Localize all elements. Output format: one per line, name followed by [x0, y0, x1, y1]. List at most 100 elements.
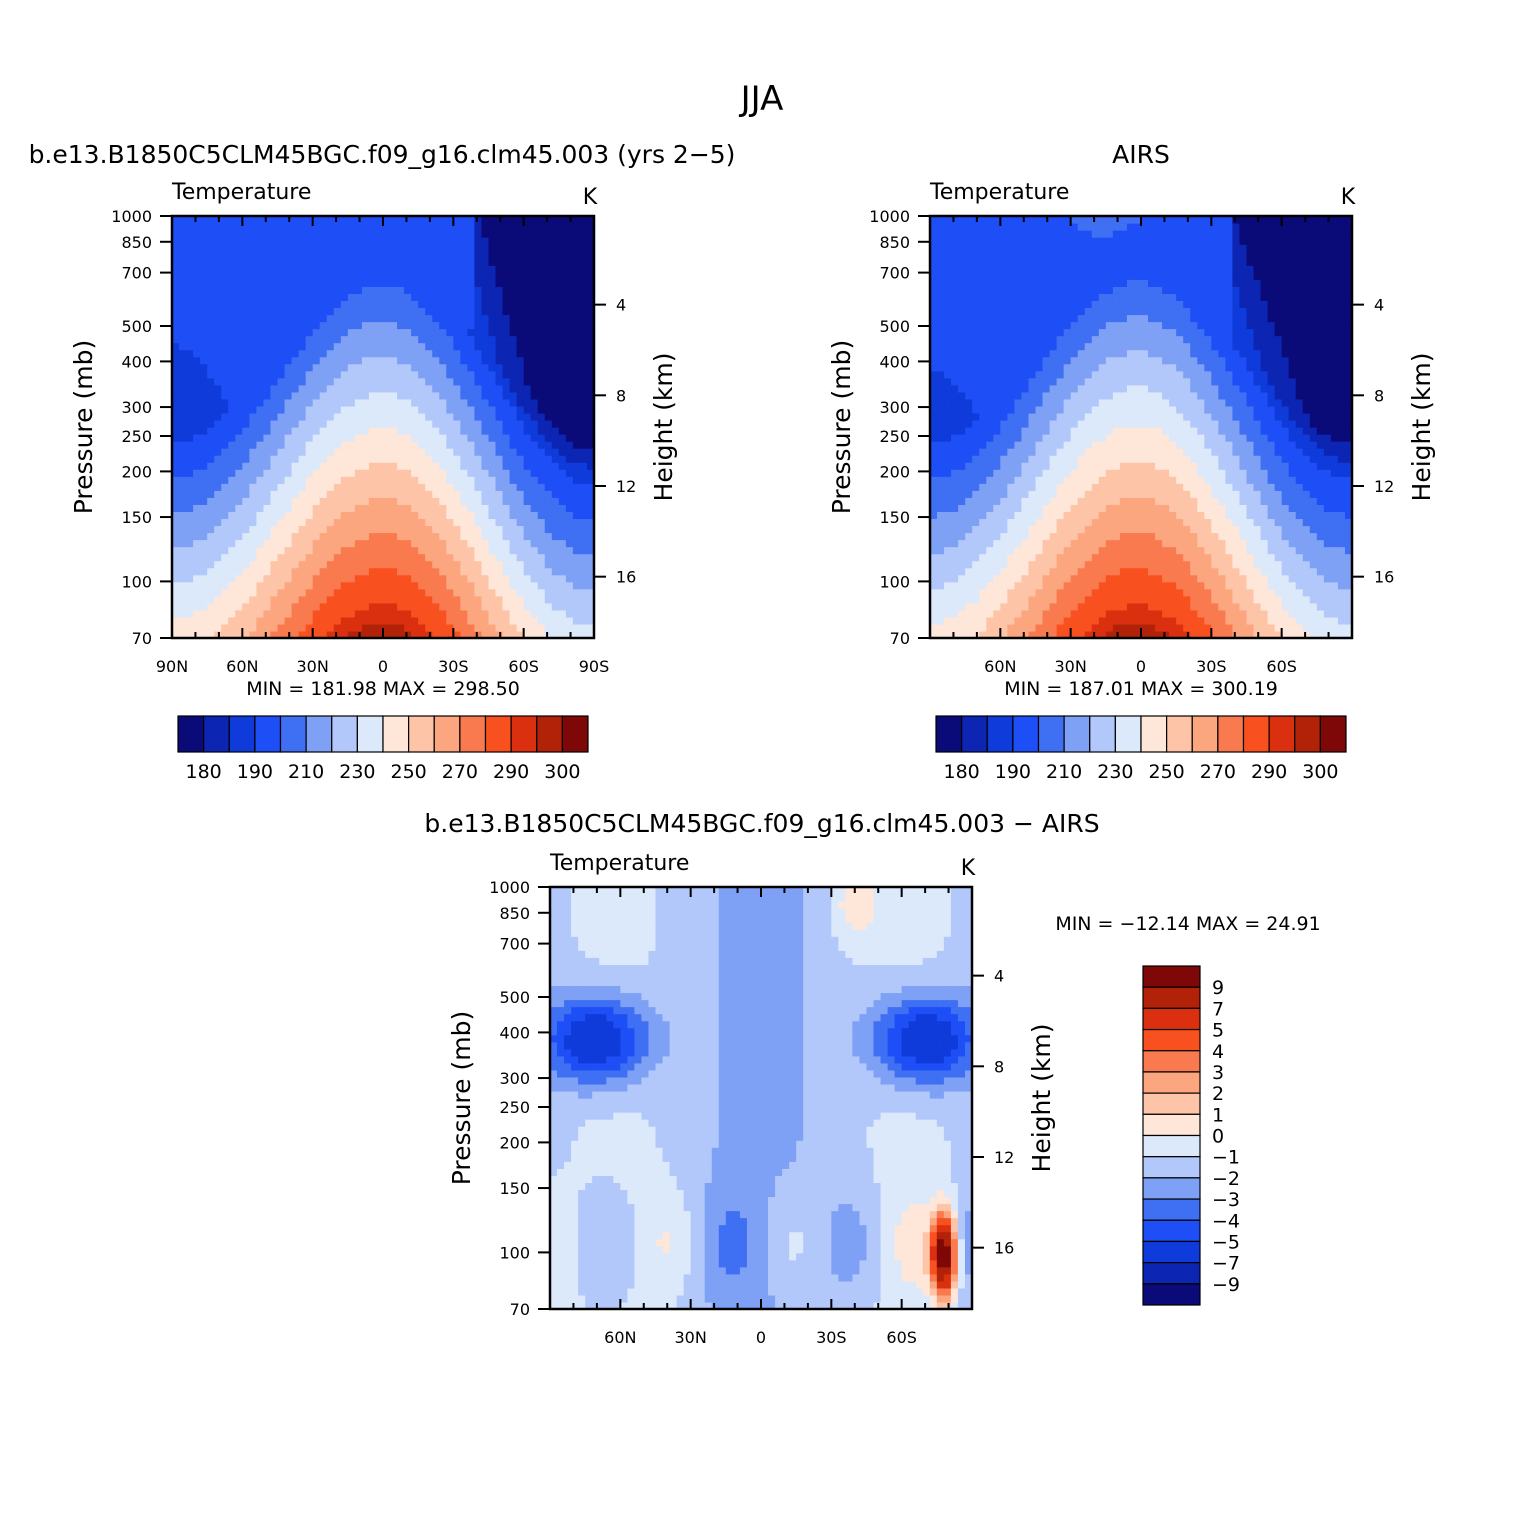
- contour-cell: [313, 223, 321, 231]
- contour-cell: [481, 434, 489, 442]
- y-tick-label: 700: [121, 264, 152, 283]
- contour-cell: [937, 258, 945, 266]
- contour-cell: [524, 357, 532, 365]
- contour-cell: [972, 561, 980, 569]
- contour-cell: [524, 378, 532, 386]
- contour-cell: [1021, 518, 1029, 526]
- contour-cell: [200, 483, 208, 491]
- contour-cell: [937, 322, 945, 330]
- contour-cell: [1021, 336, 1029, 344]
- contour-cell: [327, 420, 335, 428]
- contour-cell: [566, 378, 574, 386]
- contour-cell: [334, 518, 342, 526]
- contour-cell: [425, 596, 433, 604]
- contour-cell: [432, 617, 440, 625]
- contour-cell: [496, 237, 504, 245]
- contour-cell: [993, 343, 1001, 351]
- contour-cell: [958, 371, 966, 379]
- contour-cell: [404, 314, 412, 322]
- contour-cell: [496, 596, 504, 604]
- contour-cell: [937, 533, 945, 541]
- contour-cell: [334, 244, 342, 252]
- contour-cell: [320, 406, 328, 414]
- contour-cell: [439, 364, 447, 372]
- contour-cell: [972, 617, 980, 625]
- contour-cell: [362, 497, 370, 505]
- contour-cell: [474, 413, 482, 421]
- contour-cell: [1014, 582, 1022, 590]
- contour-cell: [552, 357, 560, 365]
- contour-cell: [207, 406, 215, 414]
- contour-cell: [256, 518, 264, 526]
- contour-cell: [355, 343, 363, 351]
- contour-cell: [965, 293, 973, 301]
- contour-cell: [496, 554, 504, 562]
- contour-cell: [1078, 561, 1086, 569]
- contour-cell: [334, 336, 342, 344]
- contour-cell: [460, 265, 468, 273]
- contour-cell: [573, 230, 581, 238]
- contour-cell: [270, 589, 278, 597]
- contour-cell: [263, 336, 271, 344]
- contour-cell: [1078, 483, 1086, 491]
- contour-cell: [1028, 483, 1036, 491]
- contour-cell: [951, 343, 959, 351]
- contour-cell: [249, 314, 257, 322]
- contour-cell: [404, 497, 412, 505]
- contour-cell: [432, 575, 440, 583]
- contour-cell: [1043, 392, 1051, 400]
- contour-cell: [263, 427, 271, 435]
- contour-cell: [993, 336, 1001, 344]
- contour-cell: [1064, 518, 1072, 526]
- contour-cell: [383, 427, 391, 435]
- contour-cell: [256, 434, 264, 442]
- contour-cell: [958, 244, 966, 252]
- contour-cell: [1043, 540, 1051, 548]
- contour-cell: [369, 568, 377, 576]
- contour-cell: [559, 483, 567, 491]
- contour-cell: [1057, 244, 1065, 252]
- contour-cell: [965, 434, 973, 442]
- y2-axis-label: Height (km): [649, 353, 678, 502]
- contour-cell: [510, 462, 518, 470]
- contour-cell: [341, 371, 349, 379]
- contour-cell: [489, 343, 497, 351]
- contour-cell: [965, 504, 973, 512]
- contour-cell: [242, 497, 250, 505]
- contour-cell: [545, 272, 553, 280]
- contour-cell: [292, 399, 300, 407]
- contour-cell: [362, 371, 370, 379]
- contour-cell: [1014, 272, 1022, 280]
- contour-cell: [545, 371, 553, 379]
- contour-cell: [263, 413, 271, 421]
- contour-cell: [207, 441, 215, 449]
- contour-cell: [993, 237, 1001, 245]
- contour-cell: [503, 244, 511, 252]
- contour-cell: [285, 483, 293, 491]
- contour-cell: [580, 343, 588, 351]
- contour-cell: [1021, 258, 1029, 266]
- contour-cell: [524, 265, 532, 273]
- contour-cell: [937, 336, 945, 344]
- contour-cell: [221, 603, 229, 611]
- contour-cell: [965, 322, 973, 330]
- contour-cell: [545, 258, 553, 266]
- contour-cell: [474, 476, 482, 484]
- contour-cell: [404, 350, 412, 358]
- contour-cell: [460, 589, 468, 597]
- contour-cell: [355, 462, 363, 470]
- contour-cell: [1050, 490, 1058, 498]
- contour-cell: [1050, 518, 1058, 526]
- contour-cell: [397, 582, 405, 590]
- contour-cell: [538, 497, 546, 505]
- contour-cell: [1043, 322, 1051, 330]
- contour-cell: [355, 293, 363, 301]
- contour-cell: [207, 561, 215, 569]
- contour-cell: [503, 314, 511, 322]
- contour-cell: [937, 497, 945, 505]
- contour-cell: [186, 314, 194, 322]
- contour-cell: [474, 237, 482, 245]
- contour-cell: [958, 561, 966, 569]
- contour-cell: [320, 547, 328, 555]
- contour-cell: [573, 279, 581, 287]
